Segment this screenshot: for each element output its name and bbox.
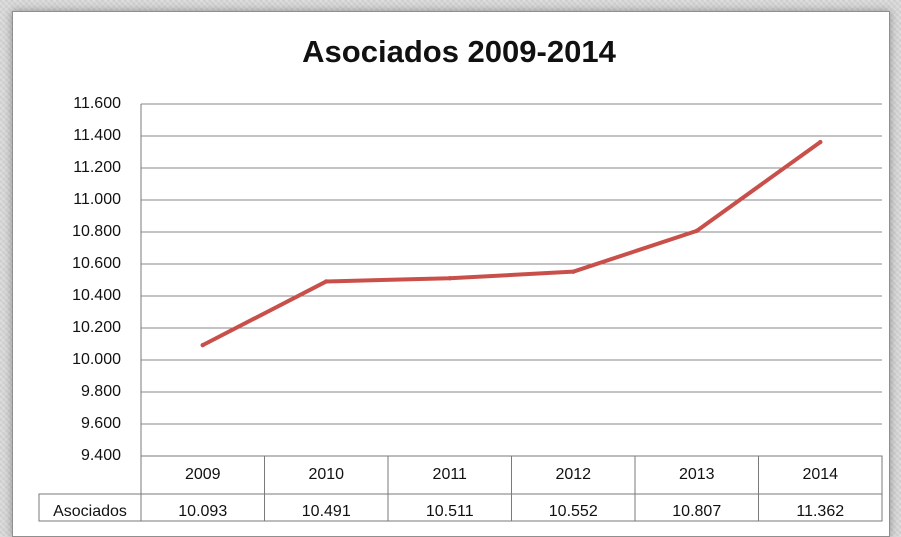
x-category-label: 2014	[802, 466, 838, 483]
y-tick-label: 11.400	[73, 127, 121, 144]
x-category-label: 2013	[679, 466, 715, 483]
table-value-label: 10.093	[178, 503, 227, 520]
data-table: Asociados 2009 10.093 2010 10.491 2011 10.511 2…	[38, 455, 883, 522]
y-tick-label: 11.000	[73, 191, 121, 208]
series-point-2009	[200, 342, 205, 348]
y-tick-label: 10.000	[72, 351, 121, 368]
y-tick-label: 10.600	[72, 255, 121, 272]
chart-card: Asociados 2009-2014 11.600 11.400 11.200 11…	[12, 11, 890, 537]
series-line-asociados	[200, 140, 823, 348]
y-tick-label: 11.600	[73, 95, 121, 112]
y-tick-label: 10.800	[72, 223, 121, 240]
y-tick-label: 9.400	[81, 447, 121, 464]
x-category-label: 2011	[433, 466, 468, 483]
table-value-label: 10.491	[302, 503, 351, 520]
table-value-label: 11.362	[796, 503, 844, 520]
series-point-2010	[324, 279, 329, 284]
table-value-label: 10.807	[672, 503, 721, 520]
series-point-2012	[571, 269, 576, 274]
series-point-2014	[818, 139, 823, 145]
table-value-label: 10.511	[426, 503, 474, 520]
y-tick-label: 10.400	[72, 287, 121, 304]
chart-title: Asociados 2009-2014	[302, 34, 616, 69]
line-series-layer	[200, 139, 823, 348]
x-category-label: 2009	[185, 466, 221, 483]
y-tick-label: 10.200	[72, 319, 121, 336]
table-row-label: Asociados	[53, 503, 127, 520]
x-category-label: 2012	[555, 466, 591, 483]
series-point-2011	[447, 276, 452, 281]
y-tick-label: 9.800	[81, 383, 121, 400]
y-axis-ticks: 11.600 11.400 11.200 11.000 10.800 10.600 10.4…	[72, 95, 121, 464]
series-point-2013	[694, 228, 699, 234]
x-category-label: 2010	[308, 466, 344, 483]
grid-lines	[140, 103, 882, 521]
chart-svg: Asociados 2009-2014 11.60011.40011.20011…	[38, 34, 883, 522]
table-value-label: 10.552	[549, 503, 598, 520]
y-tick-label: 9.600	[81, 415, 121, 432]
y-tick-label: 11.200	[73, 159, 121, 176]
